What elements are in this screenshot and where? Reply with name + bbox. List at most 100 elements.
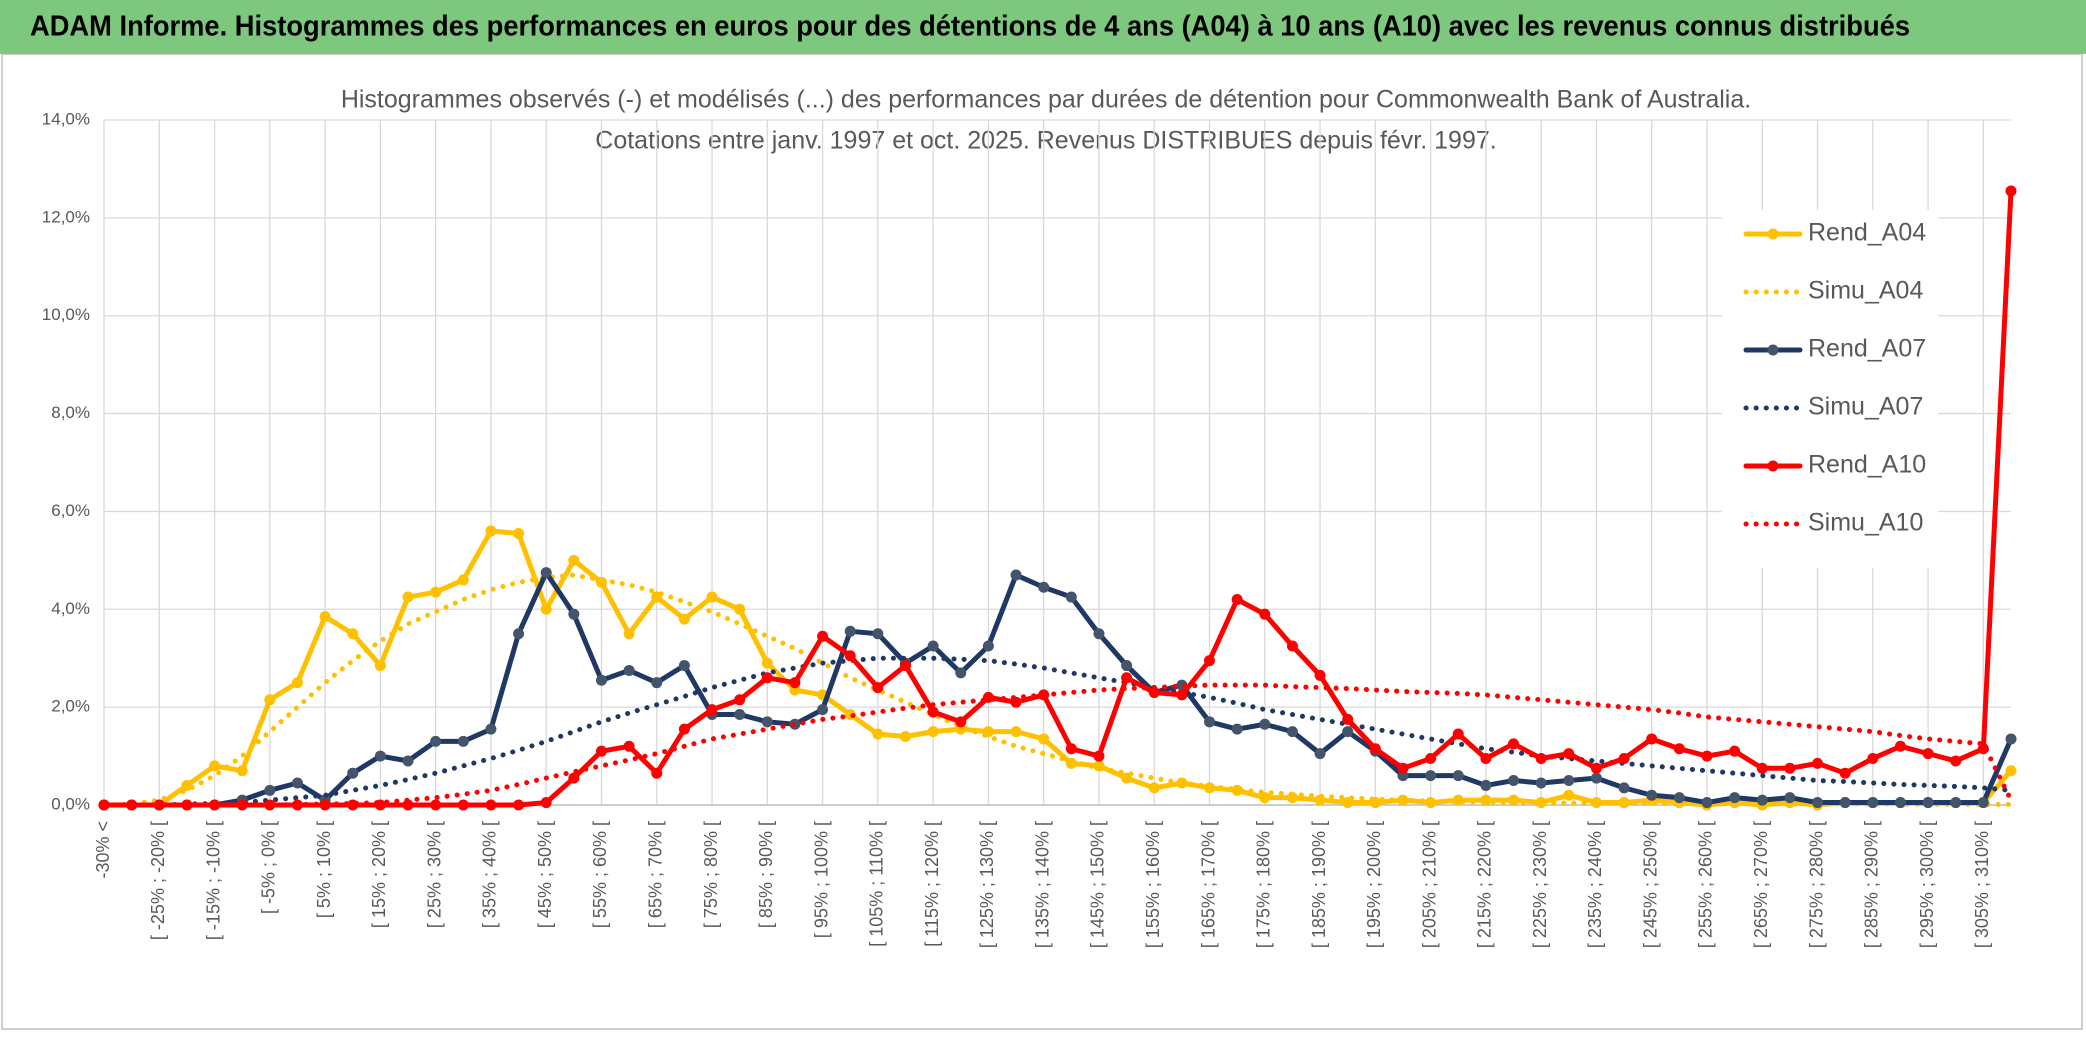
data-point — [761, 716, 773, 728]
data-point — [1618, 782, 1630, 794]
data-point — [485, 525, 497, 537]
data-point — [623, 664, 635, 676]
chart-title: Histogrammes observés (-) et modélisés (… — [341, 86, 1751, 114]
x-tick-label: [ 295% ; 300% [ — [1917, 821, 1937, 948]
x-tick-label: [ 45% ; 50% [ — [535, 821, 555, 928]
data-point — [623, 740, 635, 752]
series-line — [101, 570, 2014, 808]
data-point — [291, 677, 303, 689]
data-point — [1093, 750, 1105, 762]
y-tick-label: 2,0% — [51, 697, 90, 716]
data-point — [1259, 792, 1271, 804]
data-point — [1922, 748, 1934, 760]
data-point — [1784, 792, 1796, 804]
data-point — [540, 797, 552, 809]
data-point — [513, 628, 525, 640]
data-point — [1369, 743, 1381, 755]
data-point — [927, 706, 939, 718]
data-point — [1839, 767, 1851, 779]
data-point — [872, 682, 884, 694]
x-tick-label: -30% < — [93, 821, 113, 879]
data-point — [761, 672, 773, 684]
x-tick-label: [ 145% ; 150% [ — [1088, 821, 1108, 948]
legend-marker — [1767, 460, 1779, 472]
data-point — [1010, 726, 1022, 738]
data-point — [1065, 591, 1077, 603]
data-point — [1038, 733, 1050, 745]
data-point — [1425, 770, 1437, 782]
data-point — [457, 799, 469, 811]
data-point — [264, 799, 276, 811]
legend-box — [1722, 210, 1938, 568]
data-point — [1563, 789, 1575, 801]
y-tick-label: 10,0% — [42, 305, 90, 324]
data-point — [1010, 569, 1022, 581]
data-point — [955, 716, 967, 728]
data-point — [706, 704, 718, 716]
data-point — [706, 591, 718, 603]
data-point — [1508, 738, 1520, 750]
series-line — [101, 572, 2014, 808]
x-tick-label: [ -15% ; -10% [ — [203, 821, 223, 940]
data-point — [568, 608, 580, 620]
data-point — [1342, 726, 1354, 738]
data-point — [1950, 797, 1962, 809]
x-tick-label: [ 275% ; 280% [ — [1806, 821, 1826, 948]
x-tick-label: [ 15% ; 20% [ — [369, 821, 389, 928]
legend-label: Simu_A07 — [1808, 393, 1923, 421]
x-tick-label: [ 305% ; 310% [ — [1972, 821, 1992, 948]
x-tick-label: [ 195% ; 200% [ — [1364, 821, 1384, 948]
data-point — [734, 708, 746, 720]
x-tick-label: [ 105% ; 110% [ — [867, 821, 887, 947]
x-tick-label: [ -5% ; 0% [ — [259, 821, 279, 914]
y-tick-label: 12,0% — [42, 207, 90, 226]
x-tick-label: [ 5% ; 10% [ — [314, 821, 334, 918]
x-tick-label: [ 25% ; 30% [ — [424, 821, 444, 928]
data-point — [1314, 748, 1326, 760]
x-tick-label: [ 235% ; 240% [ — [1585, 821, 1605, 948]
data-point — [1756, 762, 1768, 774]
data-point — [1701, 750, 1713, 762]
data-point — [485, 723, 497, 735]
data-point — [430, 735, 442, 747]
x-tick-label: [ 255% ; 260% [ — [1696, 821, 1716, 948]
x-tick-label: [ 215% ; 220% [ — [1475, 821, 1495, 948]
data-point — [789, 677, 801, 689]
data-point — [1286, 726, 1298, 738]
data-point — [264, 694, 276, 706]
data-point — [402, 591, 414, 603]
x-tick-label: [ 175% ; 180% [ — [1254, 821, 1274, 948]
data-point — [1535, 777, 1547, 789]
data-point — [595, 674, 607, 686]
header-title: ADAM Informe. Histogrammes des performan… — [30, 11, 1910, 43]
data-point — [513, 527, 525, 539]
y-tick-label: 4,0% — [51, 599, 90, 618]
data-point — [457, 574, 469, 586]
data-point — [982, 640, 994, 652]
data-point — [1038, 581, 1050, 593]
data-point — [1839, 797, 1851, 809]
legend-label: Rend_A10 — [1808, 451, 1926, 479]
data-point — [1701, 797, 1713, 809]
data-point — [402, 755, 414, 767]
data-point — [1148, 686, 1160, 698]
data-point — [1480, 779, 1492, 791]
x-tick-label: [ 85% ; 90% [ — [756, 821, 776, 928]
series-line — [101, 655, 2014, 808]
y-tick-label: 8,0% — [51, 403, 90, 422]
data-point — [1563, 775, 1575, 787]
legend-marker — [1767, 228, 1779, 240]
data-point — [1618, 753, 1630, 765]
data-point — [678, 613, 690, 625]
data-point — [540, 567, 552, 579]
data-point — [1535, 753, 1547, 765]
data-point — [1729, 792, 1741, 804]
data-point — [568, 554, 580, 566]
data-point — [513, 799, 525, 811]
data-point — [236, 765, 248, 777]
data-point — [734, 603, 746, 615]
x-tick-label: [ 205% ; 210% [ — [1419, 821, 1439, 948]
data-point — [1065, 743, 1077, 755]
data-point — [1452, 770, 1464, 782]
data-point — [1756, 794, 1768, 806]
